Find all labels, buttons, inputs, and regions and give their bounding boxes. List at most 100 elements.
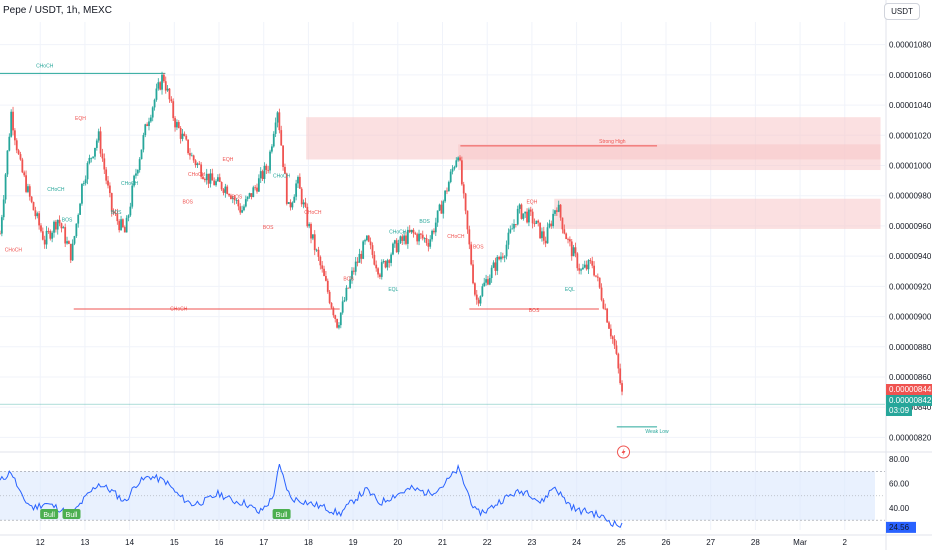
candle-body bbox=[338, 325, 340, 328]
candle-body bbox=[386, 260, 389, 268]
candle-body bbox=[60, 223, 63, 229]
candle-body bbox=[462, 184, 465, 194]
x-tick-label: 20 bbox=[393, 538, 402, 547]
candle-body bbox=[181, 133, 184, 139]
candle-body bbox=[501, 256, 504, 258]
structure-label: BOS bbox=[62, 217, 73, 223]
y-tick-label: 0.00000940 bbox=[889, 252, 932, 261]
structure-label: BOS bbox=[182, 199, 193, 205]
candle-body bbox=[427, 243, 430, 247]
candle-body bbox=[108, 185, 111, 194]
candle-body bbox=[416, 234, 419, 242]
candle-body bbox=[267, 169, 270, 171]
chart-symbol-title: Pepe / USDT, 1h, MEXC bbox=[3, 5, 112, 16]
rsi-line bbox=[0, 463, 623, 528]
candle-body bbox=[379, 274, 381, 277]
candle-body bbox=[235, 200, 238, 201]
candle-body bbox=[377, 268, 379, 275]
candle-body bbox=[131, 185, 134, 207]
candle-body bbox=[122, 219, 124, 228]
candle-body bbox=[438, 204, 441, 211]
candle-body bbox=[170, 99, 173, 102]
candle-body bbox=[77, 214, 80, 224]
candle-body bbox=[306, 206, 309, 227]
candle-body bbox=[123, 227, 126, 233]
x-tick-label: 26 bbox=[662, 538, 671, 547]
candle-body bbox=[73, 236, 76, 244]
rsi-value-label: 24.56 bbox=[889, 523, 910, 532]
candle-body bbox=[522, 213, 525, 219]
structure-label: CHoCH bbox=[170, 307, 188, 313]
candle-body bbox=[166, 88, 169, 91]
candle-body bbox=[494, 262, 497, 271]
candle-body bbox=[241, 210, 244, 213]
candle-body bbox=[483, 282, 486, 287]
candle-body bbox=[593, 265, 595, 276]
x-tick-label: 22 bbox=[483, 538, 492, 547]
candle-body bbox=[45, 230, 48, 245]
candle-body bbox=[507, 232, 510, 245]
candle-body bbox=[284, 166, 286, 174]
candle-body bbox=[280, 130, 283, 146]
candle-body bbox=[410, 229, 413, 233]
structure-label: CHoCH bbox=[447, 234, 465, 240]
candle-body bbox=[395, 240, 398, 253]
candle-body bbox=[328, 291, 331, 303]
structure-label: CHoCH bbox=[188, 172, 206, 178]
y-tick-label: 0.00001060 bbox=[889, 71, 932, 80]
candle-body bbox=[319, 256, 322, 266]
candle-body bbox=[110, 193, 113, 212]
candle-body bbox=[459, 157, 461, 161]
candle-body bbox=[4, 174, 7, 200]
candle-body bbox=[336, 318, 338, 328]
candle-body bbox=[256, 187, 258, 192]
x-tick-label: 27 bbox=[706, 538, 715, 547]
candle-body bbox=[41, 231, 44, 240]
candle-body bbox=[472, 264, 474, 284]
x-tick-label: 2 bbox=[843, 538, 848, 547]
candle-body bbox=[587, 260, 590, 270]
structure-label: EQH bbox=[75, 116, 86, 122]
candle-body bbox=[572, 247, 575, 257]
candle-body bbox=[609, 328, 612, 337]
candle-body bbox=[608, 322, 610, 329]
x-tick-label: 24 bbox=[572, 538, 581, 547]
candle-body bbox=[479, 296, 482, 304]
candle-body bbox=[498, 256, 501, 260]
candle-body bbox=[351, 270, 353, 280]
candle-body bbox=[19, 154, 22, 160]
candle-body bbox=[474, 283, 476, 295]
candle-body bbox=[541, 231, 543, 239]
candle-body bbox=[533, 223, 536, 225]
y-tick-label: 0.00000900 bbox=[889, 313, 932, 322]
candle-body bbox=[548, 223, 551, 228]
candle-body bbox=[492, 262, 495, 268]
candle-body bbox=[343, 300, 346, 302]
candle-body bbox=[244, 199, 247, 207]
candle-body bbox=[429, 239, 432, 247]
candle-body bbox=[216, 177, 219, 182]
candle-body bbox=[364, 240, 366, 242]
x-tick-label: 12 bbox=[36, 538, 45, 547]
candle-body bbox=[481, 286, 484, 297]
currency-button[interactable]: USDT bbox=[884, 3, 920, 20]
candle-body bbox=[425, 238, 428, 244]
candle-body bbox=[271, 146, 273, 152]
candle-body bbox=[509, 229, 512, 233]
candle-body bbox=[367, 235, 370, 242]
candle-body bbox=[107, 180, 109, 186]
candle-body bbox=[414, 233, 417, 235]
candle-body bbox=[68, 241, 70, 244]
candle-body bbox=[365, 235, 368, 241]
structure-label: CHoCH bbox=[121, 181, 139, 187]
candle-body bbox=[557, 204, 560, 212]
candle-body bbox=[159, 82, 162, 90]
candle-body bbox=[71, 243, 74, 261]
candle-body bbox=[176, 122, 178, 128]
candle-body bbox=[341, 301, 344, 313]
bull-divergence-text: Bull bbox=[276, 512, 288, 519]
candle-body bbox=[153, 99, 156, 108]
candle-body bbox=[298, 176, 301, 189]
candle-body bbox=[237, 200, 240, 207]
